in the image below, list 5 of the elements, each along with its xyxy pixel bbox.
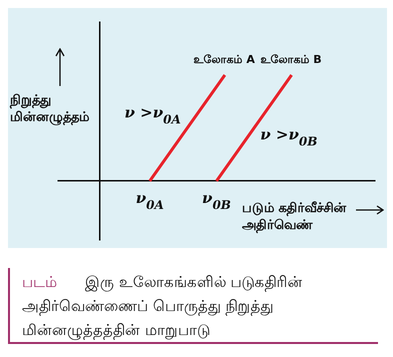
y-axis-title: நிறுத்து மின்னழுத்தம் [10, 92, 90, 126]
series-label: உலோகம் B [260, 52, 322, 66]
series-label: உலோகம் A [194, 52, 256, 66]
x-axis-title: படும் கதிர்வீச்சின் அதிர்வெண் [242, 200, 348, 234]
text: படம் இரு உலோகங்களில் படுகதிரின் அதிர்வெண்ணைப் பொருத்து நிறுத்து மின்னழுத்தத்தின் மாறுபாடு [22, 273, 303, 339]
